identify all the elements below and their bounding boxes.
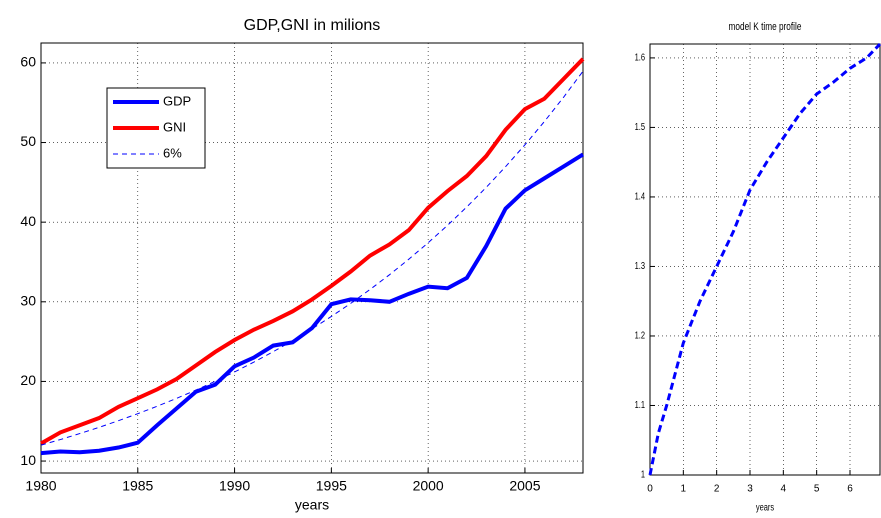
chart-title: GDP,GNI in milions [244, 17, 381, 34]
y-tick-label: 1.2 [635, 330, 645, 341]
y-tick-label: 20 [20, 372, 36, 388]
legend-label: GNI [163, 119, 186, 134]
y-tick-label: 30 [20, 292, 36, 308]
x-tick-label: 5 [814, 484, 820, 495]
plot-frame [40, 42, 584, 474]
y-tick-label: 1.6 [635, 51, 645, 62]
y-tick-label: 1.3 [635, 260, 645, 271]
x-tick-label: 2 [714, 484, 720, 495]
x-tick-label: 4 [781, 484, 787, 495]
plot-frame [649, 43, 881, 476]
y-tick-label: 40 [20, 213, 36, 229]
x-tick-label: 2005 [509, 478, 540, 494]
x-tick-label: 2000 [413, 478, 444, 494]
y-tick-label: 1.4 [635, 191, 645, 202]
x-axis-label: years [295, 497, 329, 513]
x-tick-label: 3 [747, 484, 753, 495]
x-tick-label: 6 [847, 484, 853, 495]
y-tick-label: 10 [20, 452, 36, 468]
y-tick-label: 1.1 [635, 399, 645, 410]
series-line [40, 57, 585, 446]
chart-title: model K time profile [729, 21, 802, 33]
legend-label: 6% [163, 145, 182, 160]
x-tick-label: 1 [681, 484, 687, 495]
x-tick-label: 1990 [219, 478, 250, 494]
x-tick-label: 1980 [25, 478, 56, 494]
x-axis-label: years [756, 502, 775, 513]
series-line [40, 70, 584, 446]
x-tick-label: 1995 [316, 478, 347, 494]
x-tick-label: 0 [647, 484, 653, 495]
series-line [40, 152, 585, 456]
y-tick-label: 60 [20, 54, 36, 70]
legend-label: GDP [163, 93, 191, 108]
y-tick-label: 1.5 [635, 121, 645, 132]
y-tick-label: 50 [20, 133, 36, 149]
x-tick-label: 1985 [122, 478, 153, 494]
y-tick-label: 1 [641, 469, 645, 480]
series-line [648, 42, 881, 476]
